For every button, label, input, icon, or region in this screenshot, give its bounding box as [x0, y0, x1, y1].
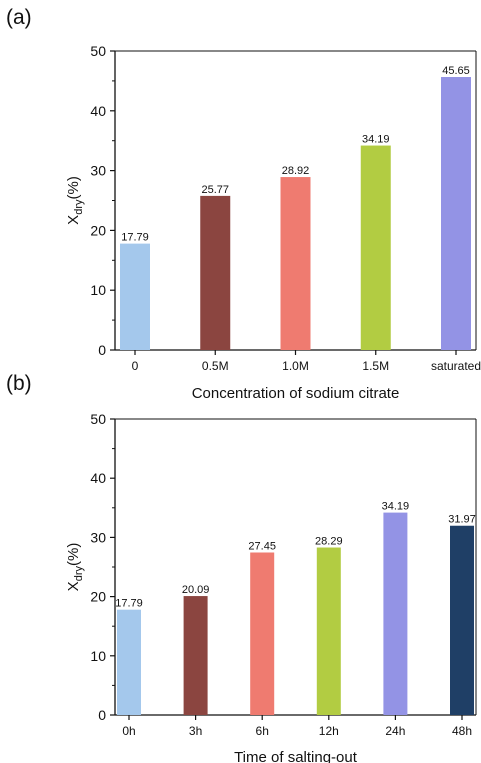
y-tick-label: 50: [90, 43, 106, 59]
x-tick-label: 0h: [122, 724, 135, 738]
bar-value-label: 25.77: [201, 184, 229, 196]
panel-a-label: (a): [6, 6, 32, 29]
bar-b-0: [117, 609, 141, 715]
x-tick-label: 12h: [319, 724, 339, 738]
y-axis-title: Xdry(%): [65, 543, 85, 592]
y-tick-label: 30: [90, 529, 106, 545]
x-tick-label: 1.5M: [362, 359, 389, 373]
x-tick-label: 6h: [256, 724, 269, 738]
bar-value-label: 28.29: [315, 536, 343, 548]
bar-value-label: 28.92: [282, 165, 310, 177]
bar-a-2: [280, 177, 311, 350]
bar-value-label: 45.65: [442, 65, 470, 77]
bar-b-5: [450, 525, 474, 715]
y-tick-label: 0: [98, 342, 106, 358]
x-tick-label: 3h: [189, 724, 202, 738]
bar-value-label: 20.09: [182, 584, 210, 596]
bar-a-1: [200, 195, 231, 350]
bar-value-label: 17.79: [121, 232, 149, 244]
x-tick-label: 0.5M: [202, 359, 229, 373]
x-axis-title: Concentration of sodium citrate: [192, 385, 400, 402]
bar-a-0: [120, 243, 150, 350]
bar-b-3: [316, 547, 341, 715]
y-tick-label: 40: [90, 470, 106, 486]
y-tick-label: 10: [90, 282, 106, 298]
x-tick-label: 24h: [385, 724, 405, 738]
x-tick-label: 48h: [452, 724, 472, 738]
y-axis-title: Xdry(%): [65, 176, 85, 225]
y-tick-label: 40: [90, 103, 106, 119]
bar-value-label: 34.19: [362, 134, 390, 146]
y-tick-label: 0: [98, 707, 106, 723]
y-tick-label: 20: [90, 222, 106, 238]
bar-b-2: [250, 552, 275, 715]
x-axis-title: Time of salting-out: [234, 749, 358, 763]
y-tick-label: 20: [90, 589, 106, 605]
y-tick-label: 10: [90, 648, 106, 664]
y-tick-label: 30: [90, 163, 106, 179]
bar-value-label: 34.19: [382, 501, 410, 513]
x-tick-label: 0: [132, 359, 139, 373]
bar-b-1: [183, 596, 208, 715]
bar-b-4: [383, 512, 408, 715]
y-tick-label: 50: [90, 411, 106, 427]
panel-b-label: (b): [6, 372, 32, 395]
bar-a-4: [441, 77, 471, 350]
bar-value-label: 17.79: [115, 598, 143, 610]
x-tick-label: 1.0M: [282, 359, 309, 373]
bar-a-3: [360, 145, 391, 350]
bar-value-label: 27.45: [248, 540, 276, 552]
x-tick-label: saturated: [431, 359, 481, 373]
bar-value-label: 31.97: [448, 514, 476, 526]
